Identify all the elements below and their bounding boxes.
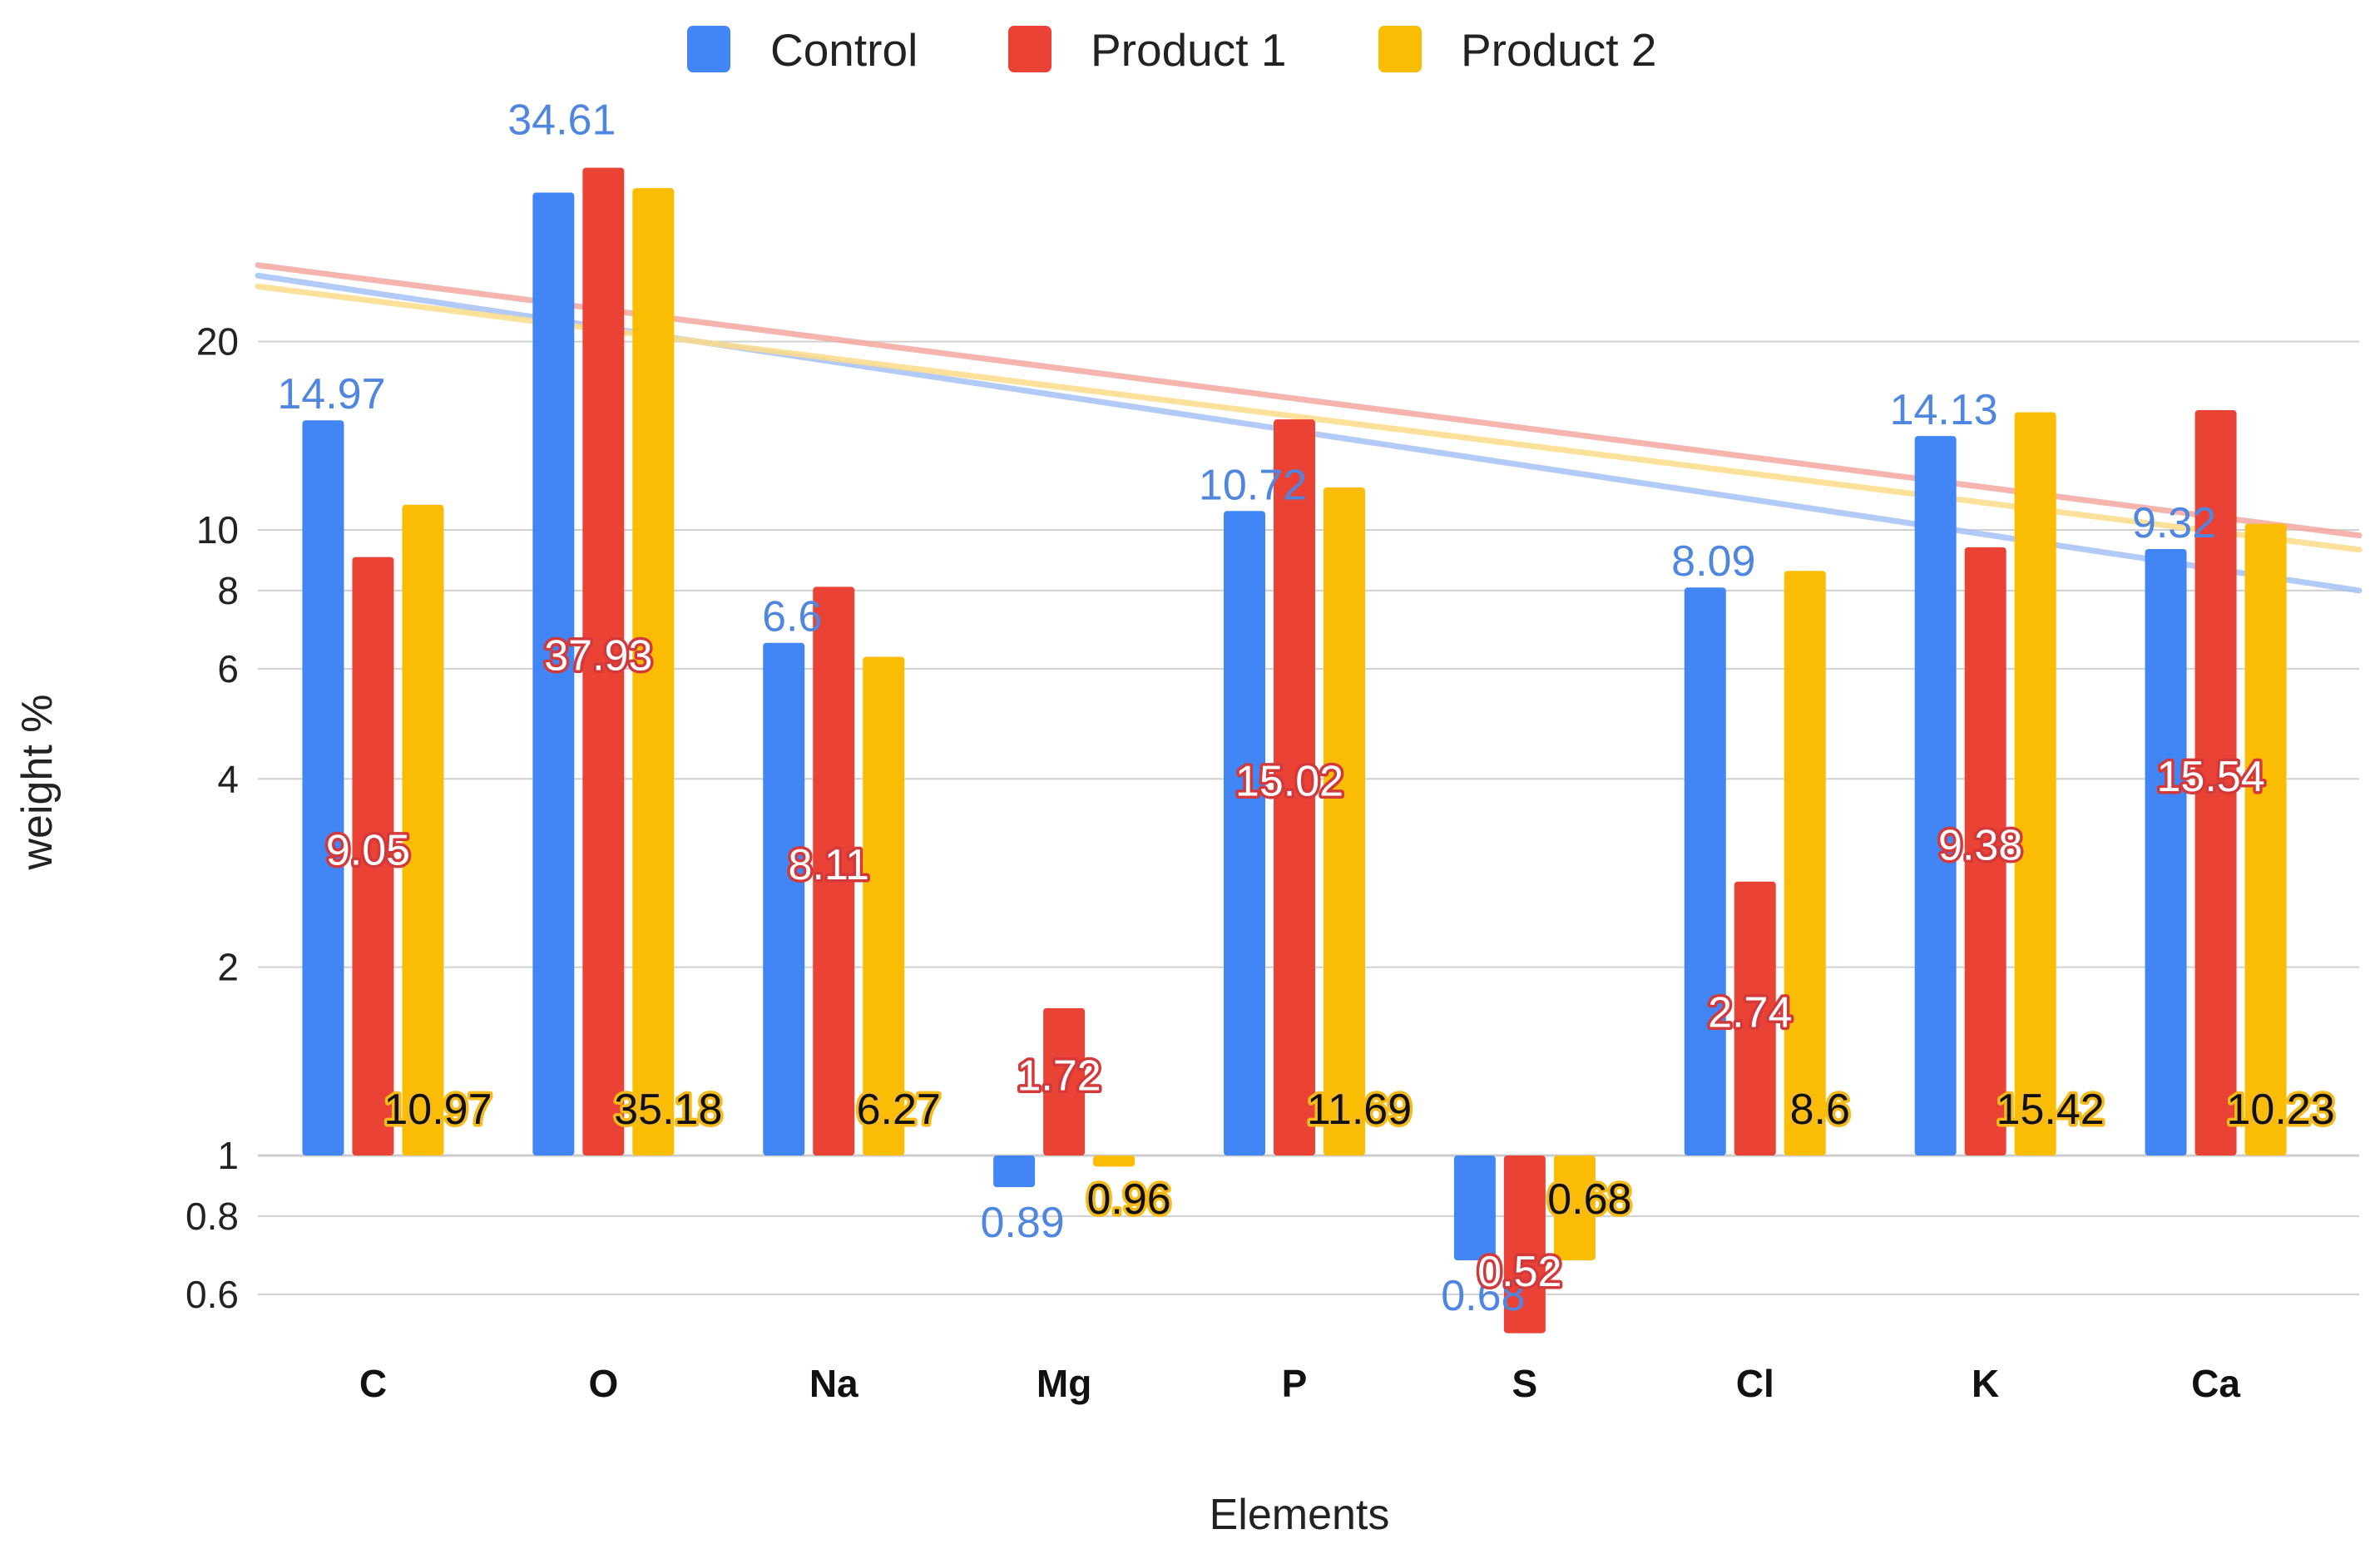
bar-control-na <box>763 642 805 1156</box>
bar-control-k <box>1914 436 1957 1156</box>
bar-control-ca <box>2145 548 2187 1156</box>
y-tick-label: 10 <box>196 508 239 552</box>
legend-label-product-2: Product 2 <box>1461 24 1656 76</box>
y-axis-title: weight % <box>13 695 62 871</box>
y-tick-label: 0.8 <box>186 1195 239 1238</box>
data-label-product-1-mg: 1.72 <box>1017 1052 1101 1100</box>
bar-product-2-cl <box>1784 571 1826 1156</box>
data-label-product-2-cl: 8.6 <box>1790 1086 1850 1134</box>
y-tick-label: 1 <box>217 1134 239 1177</box>
x-tick-label: Ca <box>2191 1362 2240 1405</box>
x-axis-categories: C O Na Mg P S Cl K Ca <box>359 1362 2241 1405</box>
legend: Control Product 1 Product 2 <box>687 24 1656 76</box>
bar-product-1-na <box>813 586 855 1156</box>
bar-control-o <box>532 192 575 1156</box>
data-label-control-o: 34.61 <box>507 96 616 145</box>
x-tick-label: P <box>1282 1362 1308 1405</box>
data-label-control-s: 0.68 <box>1441 1272 1525 1320</box>
legend-item-control[interactable]: Control <box>687 24 918 76</box>
bar-product-1-cl <box>1734 881 1776 1156</box>
data-label-product-2-o: 35.18 <box>614 1086 722 1134</box>
legend-item-product-2[interactable]: Product 2 <box>1378 24 1656 76</box>
legend-label-product-1: Product 1 <box>1091 24 1286 76</box>
y-tick-label: 20 <box>196 320 239 364</box>
bars <box>302 167 2287 1334</box>
data-label-product-2-mg: 0.96 <box>1087 1175 1171 1224</box>
bar-control-cl <box>1684 587 1726 1156</box>
data-label-control-mg: 0.89 <box>981 1199 1065 1247</box>
legend-swatch-product-2 <box>1378 26 1422 72</box>
bar-product-1-p <box>1274 419 1315 1156</box>
x-tick-label: Cl <box>1736 1362 1774 1405</box>
x-axis-title: Elements <box>1210 1491 1390 1539</box>
bar-control-c <box>302 420 344 1156</box>
data-labels: 14.97 34.61 6.6 0.89 10.72 0.68 8.09 14.13 9.32 9… <box>277 96 2338 1320</box>
data-label-control-na: 6.6 <box>762 593 822 641</box>
bar-product-2-s <box>1553 1156 1596 1260</box>
bar-control-p <box>1224 511 1265 1156</box>
bar-product-2-mg <box>1093 1156 1136 1167</box>
bar-product-1-c <box>352 557 394 1156</box>
bar-control-mg <box>993 1156 1036 1188</box>
data-label-product-1-cl: 2.74 <box>1708 988 1792 1037</box>
data-label-product-2-na: 6.27 <box>857 1086 941 1134</box>
x-tick-label: O <box>588 1362 618 1405</box>
x-tick-label: C <box>359 1362 387 1405</box>
data-label-product-1-c: 9.05 <box>326 826 410 874</box>
data-label-control-ca: 9.32 <box>2132 499 2216 547</box>
data-label-product-1-p: 15.02 <box>1235 758 1343 806</box>
data-label-product-1-o: 37.93 <box>544 631 652 680</box>
x-tick-label: Mg <box>1037 1362 1091 1405</box>
y-tick-label: 4 <box>217 757 239 800</box>
data-label-product-1-na: 8.11 <box>789 841 869 889</box>
legend-swatch-product-1 <box>1008 26 1051 72</box>
y-tick-label: 6 <box>217 647 239 690</box>
data-label-product-1-s: 0.52 <box>1477 1248 1561 1296</box>
bar-control-s <box>1453 1156 1496 1260</box>
data-label-control-k: 14.13 <box>1890 386 1998 434</box>
bar-product-1-o <box>582 167 625 1156</box>
legend-swatch-control <box>687 26 730 72</box>
bar-product-1-s <box>1503 1156 1546 1334</box>
bar-product-2-p <box>1324 487 1365 1156</box>
legend-item-product-1[interactable]: Product 1 <box>1008 24 1286 76</box>
data-label-product-1-k: 9.38 <box>1938 821 2022 869</box>
y-tick-label: 0.6 <box>186 1273 239 1316</box>
bar-product-1-mg <box>1043 1007 1086 1156</box>
data-label-control-p: 10.72 <box>1199 461 1307 509</box>
bar-product-2-o <box>632 188 675 1156</box>
data-label-product-1-ca: 15.54 <box>2156 753 2264 801</box>
bar-product-2-ca <box>2244 523 2287 1156</box>
bar-product-1-ca <box>2194 410 2237 1156</box>
bar-product-2-k <box>2014 412 2056 1156</box>
x-tick-label: K <box>1972 1362 1999 1405</box>
data-label-control-cl: 8.09 <box>1671 537 1755 586</box>
x-tick-label: S <box>1512 1362 1538 1405</box>
data-label-product-2-p: 11.69 <box>1307 1086 1412 1134</box>
bar-product-2-na <box>863 656 905 1156</box>
bar-product-2-c <box>402 504 444 1156</box>
y-axis-ticks: 0.6 0.8 1 2 4 6 8 10 20 <box>186 320 239 1316</box>
data-label-control-c: 14.97 <box>277 370 385 418</box>
y-tick-label: 8 <box>217 569 239 612</box>
data-label-product-2-c: 10.97 <box>383 1086 492 1134</box>
legend-label-control: Control <box>770 24 918 76</box>
y-tick-label: 2 <box>217 946 239 989</box>
data-label-product-2-ca: 10.23 <box>2226 1086 2334 1134</box>
x-tick-label: Na <box>809 1362 858 1405</box>
data-label-product-2-k: 15.42 <box>1997 1086 2105 1134</box>
data-label-product-2-s: 0.68 <box>1547 1175 1631 1224</box>
bar-product-1-k <box>1964 547 2006 1156</box>
